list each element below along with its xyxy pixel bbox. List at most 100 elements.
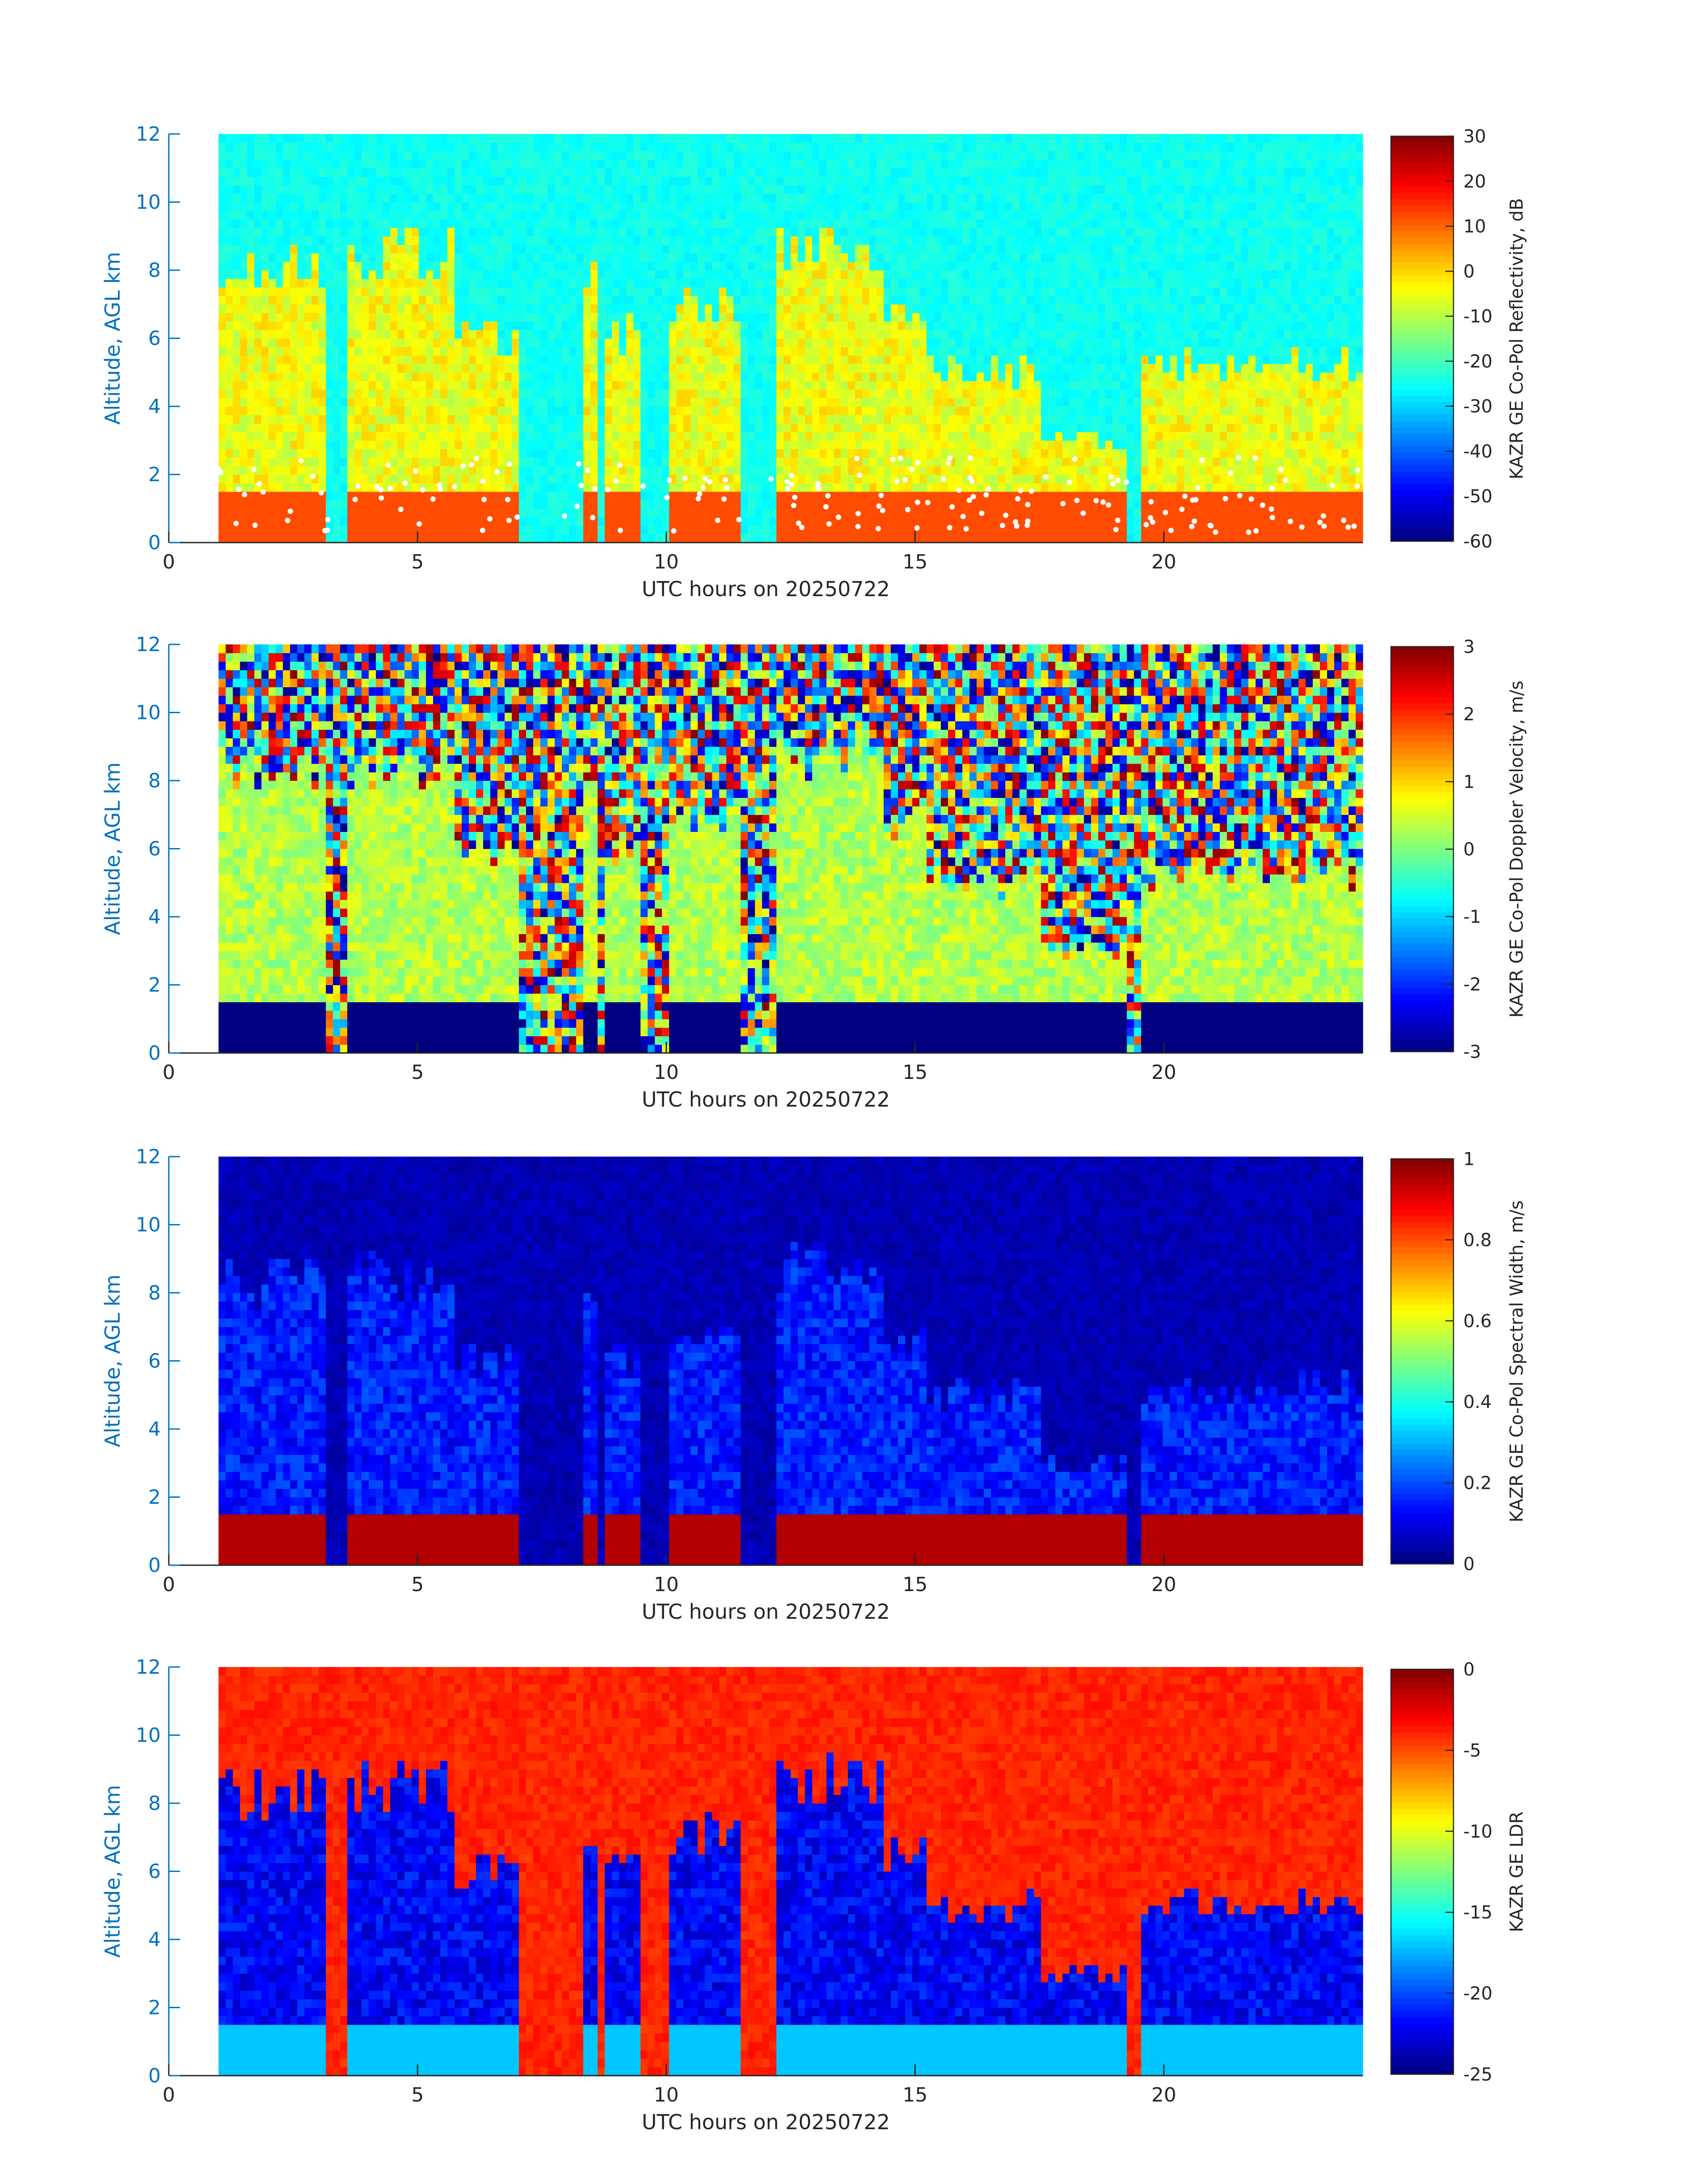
heatmap-cell	[547, 330, 555, 339]
heatmap-cell	[354, 168, 362, 177]
heatmap-cell	[819, 355, 827, 364]
heatmap-cell	[304, 261, 312, 271]
heatmap-cell	[783, 491, 791, 501]
heatmap-cell	[247, 525, 255, 535]
heatmap-cell	[612, 210, 619, 220]
heatmap-cell	[326, 270, 334, 279]
heatmap-cell	[318, 279, 326, 288]
heatmap-cell	[769, 457, 777, 467]
heatmap-cell	[647, 500, 655, 509]
heatmap-cell	[411, 355, 419, 364]
heatmap-cell	[418, 159, 426, 168]
heatmap-cell	[676, 253, 684, 262]
heatmap-cell	[283, 296, 291, 305]
heatmap-cell	[368, 440, 376, 449]
heatmap-cell	[912, 151, 920, 160]
heatmap-cell	[890, 449, 898, 458]
heatmap-cell	[268, 474, 276, 484]
heatmap-cell	[662, 380, 669, 390]
heatmap-cell	[411, 330, 419, 339]
heatmap-cell	[440, 321, 448, 330]
heatmap-cell	[912, 330, 920, 339]
heatmap-cell	[640, 142, 648, 151]
heatmap-cell	[476, 483, 484, 492]
heatmap-cell	[283, 457, 291, 467]
heatmap-cell	[233, 364, 240, 373]
heatmap-cell	[719, 176, 727, 185]
heatmap-cell	[826, 151, 834, 160]
heatmap-cell	[798, 364, 806, 373]
heatmap-cell	[497, 338, 505, 347]
heatmap-cell	[855, 185, 863, 194]
heatmap-cell	[340, 380, 348, 390]
heatmap-cell	[318, 449, 326, 458]
heatmap-cell	[311, 185, 319, 194]
heatmap-cell	[397, 142, 405, 151]
heatmap-cell	[705, 151, 713, 160]
heatmap-cell	[426, 415, 434, 424]
heatmap-cell	[626, 304, 634, 313]
heatmap-cell	[433, 330, 441, 339]
heatmap-cell	[540, 415, 548, 424]
heatmap-cell	[719, 253, 727, 262]
heatmap-cell	[719, 372, 727, 381]
heatmap-cell	[368, 474, 376, 484]
heatmap-cell	[733, 483, 741, 492]
heatmap-cell	[347, 483, 355, 492]
heatmap-cell	[848, 193, 856, 203]
heatmap-cell	[354, 244, 362, 254]
heatmap-cell	[769, 491, 777, 501]
heatmap-cell	[798, 270, 806, 279]
heatmap-cell	[790, 440, 798, 449]
heatmap-cell	[505, 236, 512, 245]
heatmap-cell	[934, 372, 941, 381]
heatmap-cell	[755, 347, 763, 356]
heatmap-cell	[340, 423, 348, 432]
heatmap-cell	[883, 236, 891, 245]
heatmap-cell	[562, 449, 569, 458]
heatmap-cell	[340, 483, 348, 492]
heatmap-cell	[540, 134, 548, 143]
heatmap-cell	[783, 159, 791, 168]
heatmap-cell	[633, 151, 641, 160]
heatmap-cell	[533, 253, 541, 262]
heatmap-cell	[790, 219, 798, 228]
heatmap-cell	[669, 279, 677, 288]
heatmap-cell	[261, 500, 269, 509]
heatmap-cell	[254, 176, 262, 185]
heatmap-cell	[261, 134, 269, 143]
heatmap-cell	[233, 449, 240, 458]
heatmap-cell	[890, 364, 898, 373]
heatmap-cell	[833, 347, 841, 356]
heatmap-cell	[955, 457, 963, 467]
heatmap-cell	[469, 389, 476, 398]
heatmap-cell	[376, 296, 384, 305]
heatmap-cell	[562, 253, 569, 262]
heatmap-cell	[669, 304, 677, 313]
heatmap-cell	[890, 219, 898, 228]
heatmap-cell	[919, 287, 927, 296]
heatmap-cell	[226, 227, 233, 237]
heatmap-cell	[311, 193, 319, 203]
heatmap-cell	[826, 440, 834, 449]
heatmap-cell	[261, 457, 269, 467]
heatmap-cell	[655, 449, 662, 458]
heatmap-cell	[941, 432, 948, 441]
heatmap-cell	[826, 261, 834, 271]
heatmap-cell	[404, 330, 412, 339]
heatmap-cell	[819, 296, 827, 305]
heatmap-cell	[712, 151, 720, 160]
heatmap-cell	[469, 355, 476, 364]
heatmap-cell	[655, 338, 662, 347]
heatmap-cell	[447, 355, 455, 364]
heatmap-cell	[555, 330, 562, 339]
heatmap-cell	[454, 236, 462, 245]
heatmap-cell	[669, 159, 677, 168]
heatmap-cell	[519, 474, 526, 484]
heatmap-cell	[619, 500, 626, 509]
heatmap-cell	[927, 185, 934, 194]
heatmap-cell	[855, 380, 863, 390]
heatmap-cell	[368, 296, 376, 305]
heatmap-cell	[540, 142, 548, 151]
heatmap-cell	[769, 279, 777, 288]
